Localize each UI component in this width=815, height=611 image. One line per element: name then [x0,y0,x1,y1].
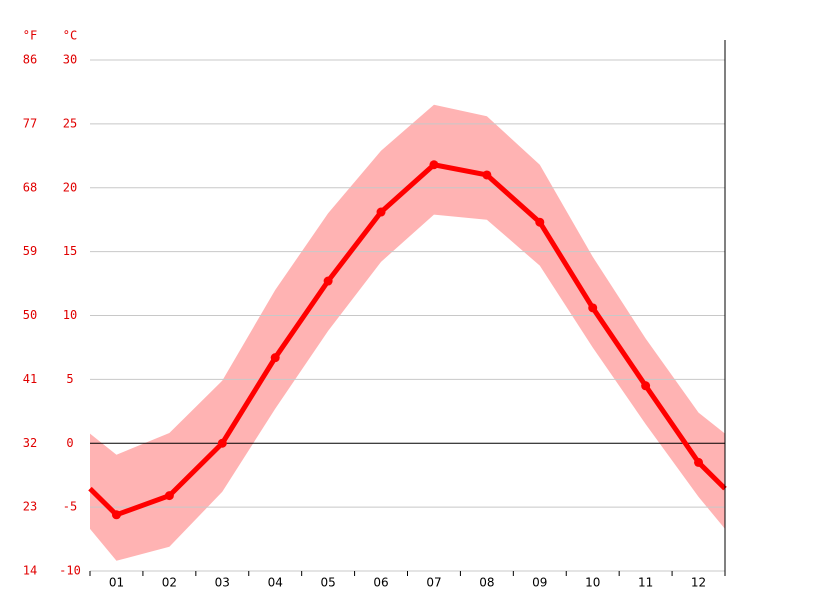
y-tick-label: -10 [59,564,81,578]
x-tick-label: 08 [479,576,494,590]
y2-tick-label: 14 [23,564,37,578]
x-tick-label: 07 [426,576,441,590]
y2-tick-label: 77 [23,116,37,130]
y-tick-label: 0 [66,436,73,450]
point [535,217,545,227]
point [694,457,704,467]
point [270,353,280,363]
range-band [90,104,725,561]
y-tick-label: -5 [63,500,77,514]
x-tick-label: 09 [532,576,547,590]
point [429,160,439,170]
point [376,207,386,217]
y2-tick-label: 41 [23,372,37,386]
x-tick-label: 04 [268,576,283,590]
y-tick-label: 30 [63,53,77,67]
x-tick-label: 06 [373,576,388,590]
y2-tick-label: 32 [23,436,37,450]
point [482,170,492,180]
x-tick-label: 01 [109,576,124,590]
y-tick-label: 20 [63,180,77,194]
point [323,276,333,286]
y-tick-label: 25 [63,116,77,130]
line [88,162,727,518]
y2-tick-label: 86 [23,53,37,67]
x-tick-label: 10 [585,576,600,590]
y-unit: °C [63,29,77,43]
y-tick-label: 10 [63,308,77,322]
point [588,303,598,313]
y2-tick-label: 23 [23,500,37,514]
x-tick-label: 11 [638,576,653,590]
y2-tick-label: 68 [23,180,37,194]
point [641,381,651,391]
point [217,438,227,448]
x-tick-label: 12 [691,576,706,590]
x-tick-label: 02 [162,576,177,590]
y2-tick-label: 59 [23,244,37,258]
point [164,491,174,501]
y2-unit: °F [23,29,37,43]
y-tick-label: 5 [66,372,73,386]
point [111,510,121,520]
y-tick-label: 15 [63,244,77,258]
x-tick-label: 05 [320,576,335,590]
y2-tick-label: 50 [23,308,37,322]
x-tick-label: 03 [215,576,230,590]
